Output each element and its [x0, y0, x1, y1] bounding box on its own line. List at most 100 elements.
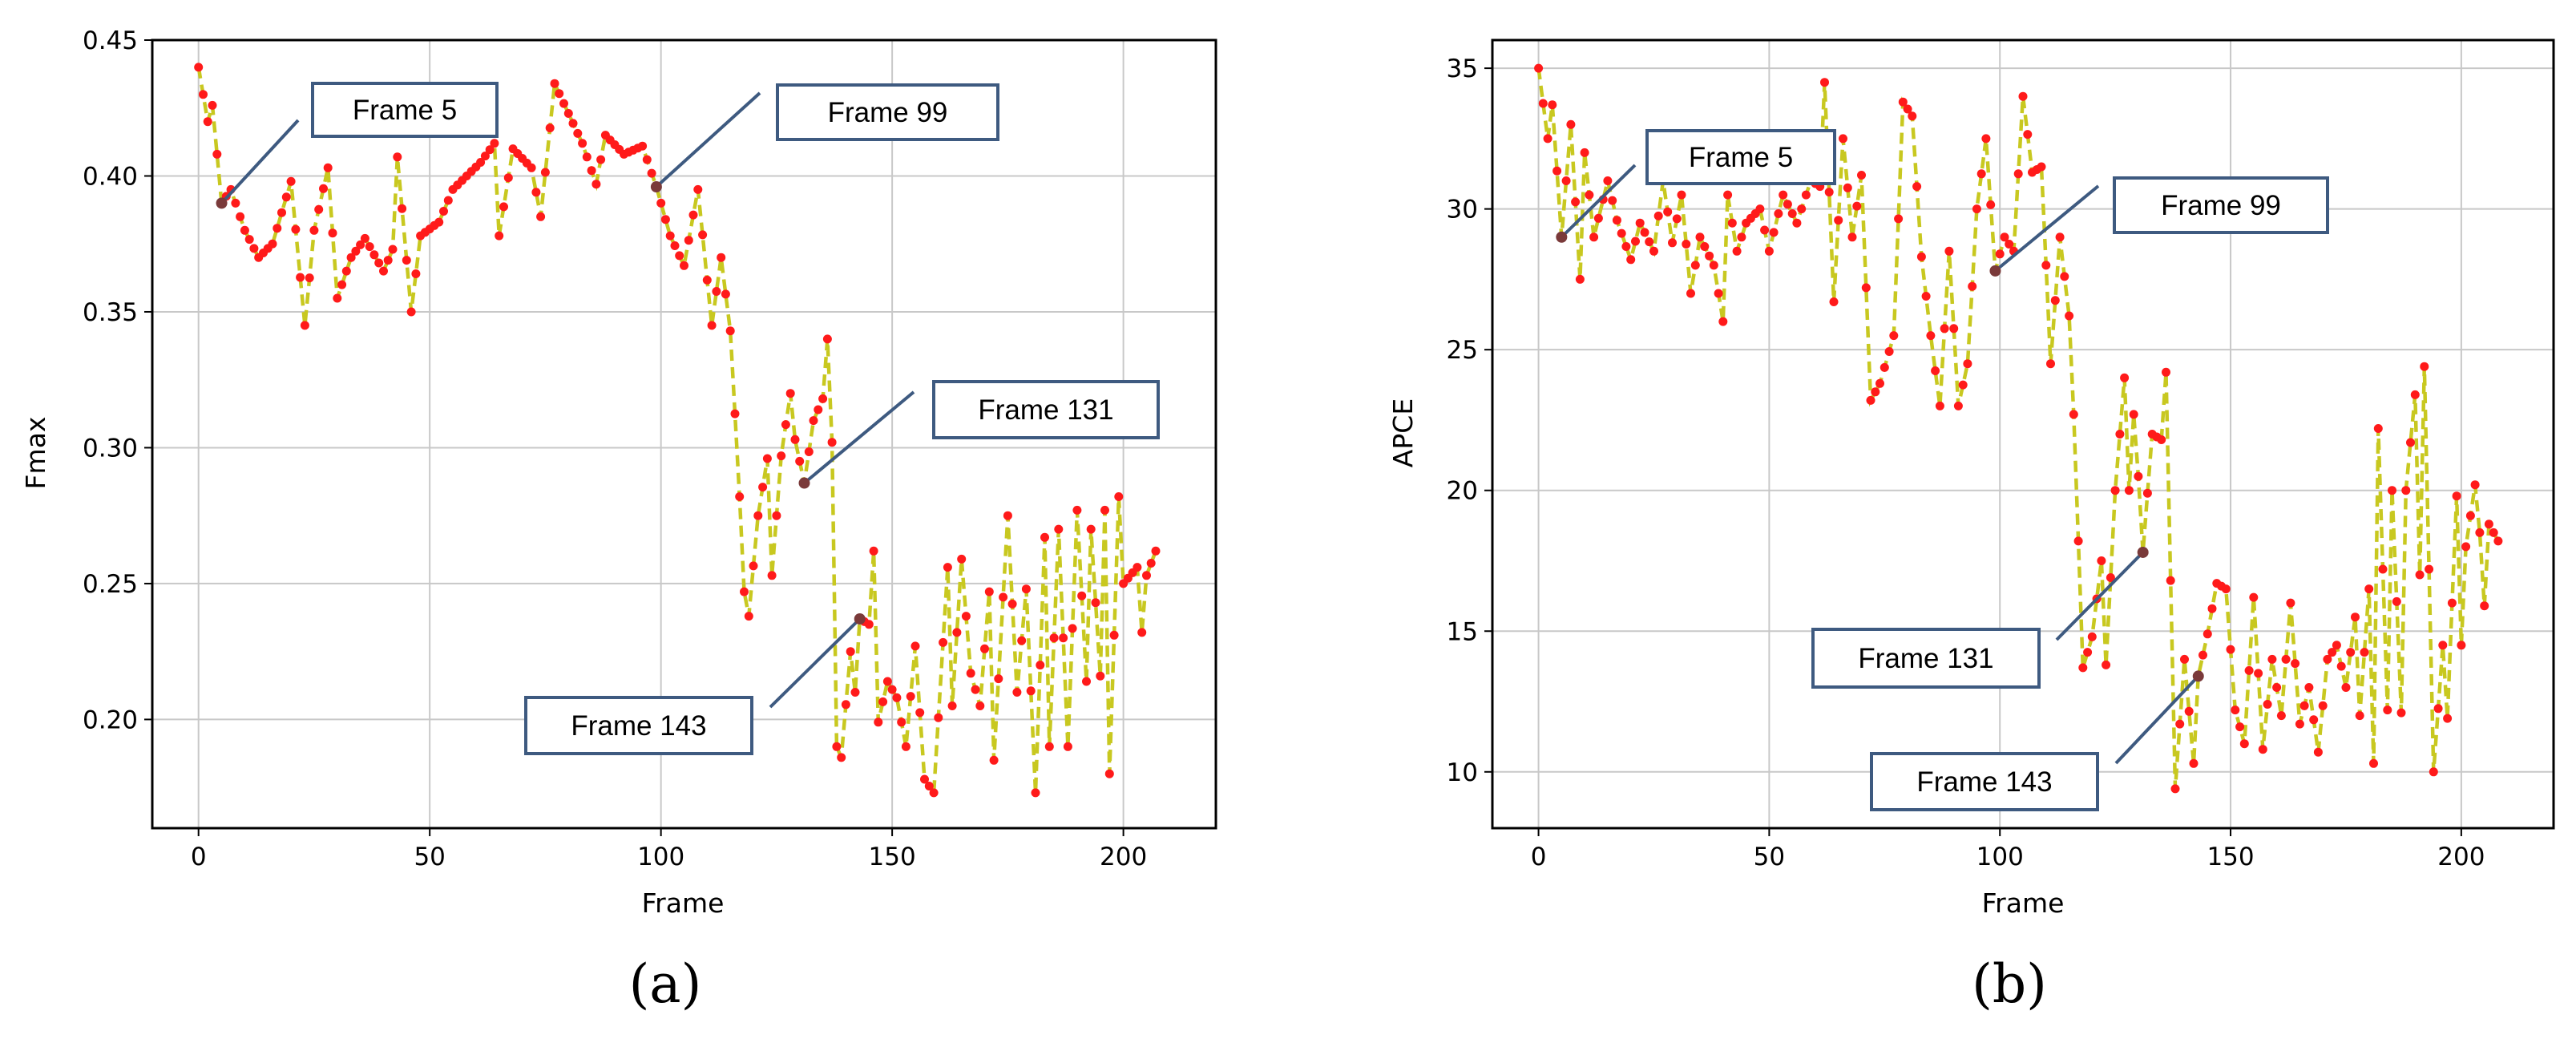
callout-box	[1645, 129, 1836, 185]
data-point	[781, 420, 790, 430]
data-point	[1580, 148, 1589, 157]
data-point	[1040, 532, 1049, 542]
data-point	[2304, 683, 2314, 692]
data-point	[1561, 176, 1571, 185]
data-point	[2438, 641, 2448, 650]
data-point	[2134, 471, 2143, 481]
data-point	[1981, 134, 1991, 144]
data-point	[476, 158, 486, 167]
data-point	[2239, 739, 2249, 749]
data-point	[850, 688, 860, 697]
data-point	[712, 287, 721, 296]
data-point	[1608, 196, 1617, 205]
data-point	[393, 152, 402, 162]
data-point	[374, 258, 384, 268]
data-point	[314, 204, 324, 214]
data-point	[194, 63, 204, 72]
data-point	[300, 321, 309, 330]
data-point	[2281, 654, 2291, 664]
data-point	[1534, 63, 1544, 73]
data-point	[910, 641, 920, 651]
data-point	[1764, 246, 1774, 256]
data-point	[2323, 654, 2332, 664]
callout-label: Frame 5	[1689, 142, 1793, 173]
data-point	[2046, 359, 2055, 369]
data-point	[1916, 252, 1926, 261]
data-point	[1649, 246, 1658, 256]
data-point	[1705, 251, 1714, 261]
data-point	[966, 669, 975, 678]
data-point	[2364, 584, 2374, 594]
data-point	[1036, 661, 1045, 670]
data-point	[2272, 683, 2282, 692]
data-point	[1543, 134, 1552, 144]
data-point	[402, 256, 411, 265]
data-point	[2023, 130, 2033, 139]
data-point	[383, 256, 393, 265]
data-point	[2388, 486, 2396, 495]
data-point	[2328, 648, 2337, 657]
data-point	[818, 394, 828, 403]
data-point	[680, 261, 688, 270]
data-point	[943, 563, 952, 572]
data-point	[2005, 240, 2014, 249]
data-point	[2355, 711, 2364, 721]
data-point	[2406, 438, 2415, 447]
data-point	[2378, 564, 2388, 574]
x-tick-label: 200	[2437, 843, 2485, 871]
data-point	[924, 782, 934, 790]
data-point	[2360, 648, 2369, 657]
highlight-point	[216, 197, 228, 209]
data-point	[2373, 424, 2383, 433]
data-point	[753, 511, 763, 520]
data-point	[1151, 546, 1161, 556]
data-point	[1589, 232, 1599, 242]
data-point	[1949, 324, 1959, 334]
callout-leader	[2055, 551, 2145, 641]
data-point	[305, 273, 314, 283]
x-tick-label: 150	[869, 843, 916, 871]
data-point	[592, 180, 601, 189]
data-point	[1003, 511, 1012, 520]
data-point	[1792, 218, 1802, 228]
data-point	[2336, 661, 2346, 671]
y-tick-label: 30	[1447, 196, 1478, 224]
data-point	[1963, 359, 1972, 369]
data-point	[638, 141, 648, 151]
data-point	[203, 117, 212, 127]
data-point	[2433, 704, 2443, 714]
data-point	[1908, 111, 1917, 121]
data-point	[578, 139, 587, 148]
callout-label: Frame 5	[353, 95, 457, 126]
data-point	[379, 266, 388, 276]
highlight-point	[1989, 265, 2001, 277]
y-tick-label: 0.20	[83, 705, 138, 734]
data-point	[273, 224, 282, 233]
data-point	[2457, 641, 2466, 650]
data-point	[1068, 624, 1077, 633]
data-point	[846, 647, 855, 657]
y-tick-label: 0.25	[83, 570, 138, 599]
data-point	[874, 718, 883, 727]
data-point	[688, 210, 698, 220]
data-point	[1779, 190, 1788, 200]
callout-label: Frame 143	[1916, 766, 2052, 798]
data-point	[333, 293, 342, 303]
data-point	[1737, 232, 1746, 242]
data-point	[2184, 706, 2194, 716]
data-point	[934, 713, 943, 722]
data-point	[772, 511, 781, 520]
data-point	[2102, 660, 2111, 669]
data-point	[1760, 225, 1770, 235]
data-point	[1783, 200, 1792, 209]
data-point	[439, 207, 448, 216]
data-point	[841, 700, 850, 710]
data-point	[804, 447, 814, 456]
y-axis-label-b: APCE	[1387, 398, 1419, 467]
data-point	[2175, 719, 2185, 729]
data-point	[1007, 599, 1017, 608]
data-point	[698, 230, 708, 240]
data-point	[665, 231, 675, 241]
data-point	[1695, 232, 1705, 242]
